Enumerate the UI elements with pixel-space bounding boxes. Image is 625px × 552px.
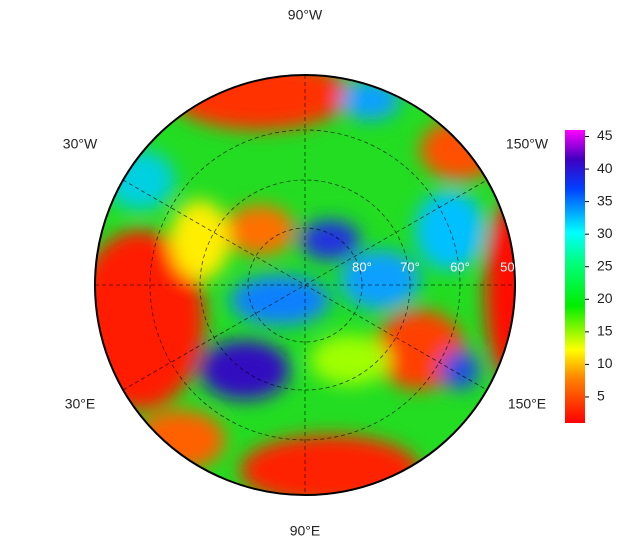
latitude-label: 80°: [352, 259, 372, 274]
longitude-label: 90°E: [290, 523, 321, 539]
colorbar-tick-label: 5: [597, 388, 605, 404]
longitude-label: 90°W: [288, 7, 323, 23]
longitude-label: 30°W: [63, 136, 98, 152]
colorbar-scale: [565, 130, 585, 423]
graticule: [95, 75, 515, 495]
longitude-label: 30°E: [65, 396, 96, 412]
latitude-label: 50°: [500, 259, 520, 274]
colorbar-tick-label: 15: [597, 323, 613, 339]
colorbar-tick-label: 10: [597, 355, 613, 371]
latitude-label: 60°: [450, 259, 470, 274]
colorbar-tick-label: 20: [597, 290, 613, 306]
colorbar-tick-label: 35: [597, 192, 613, 208]
colorbar-tick-label: 25: [597, 257, 613, 273]
map-border: [94, 74, 516, 496]
colorbar-tick-label: 30: [597, 225, 613, 241]
colorbar-tick-label: 40: [597, 160, 613, 176]
longitude-label: 150°E: [508, 396, 546, 412]
latitude-label: 70°: [400, 259, 420, 274]
colorbar: 5 10 15 20 25 30 35 40 45: [565, 127, 613, 423]
colorbar-tick-label: 45: [597, 127, 613, 143]
longitude-label: 150°W: [506, 136, 549, 152]
